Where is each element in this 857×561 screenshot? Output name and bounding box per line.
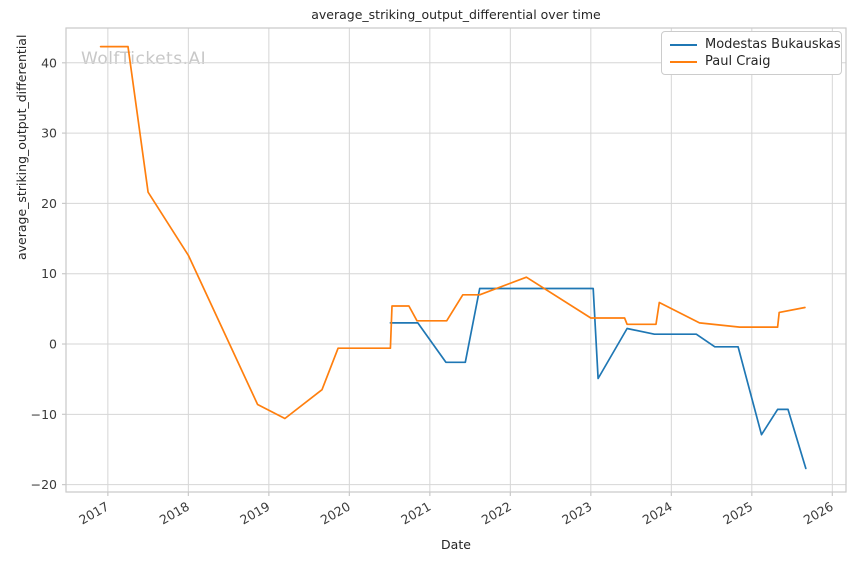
x-tick-label: 2023: [559, 499, 594, 528]
y-tick-label: −20: [31, 477, 57, 492]
x-tick-label: 2017: [76, 499, 111, 528]
legend-line-swatch: [670, 60, 697, 63]
x-tick-label: 2018: [157, 499, 192, 528]
y-tick-label: 0: [49, 337, 57, 352]
axis-spines: [65, 27, 847, 493]
legend-item-paul-craig: Paul Craig: [670, 53, 833, 70]
y-tick-label: 10: [41, 266, 57, 281]
x-axis-label: Date: [441, 537, 471, 552]
x-tick-label: 2019: [237, 499, 272, 528]
y-tick-label: −10: [31, 407, 57, 422]
legend: Modestas Bukauskas Paul Craig: [661, 31, 842, 75]
x-tick-label: 2026: [801, 499, 836, 528]
legend-line-swatch: [670, 43, 697, 46]
x-tick-label: 2021: [398, 499, 433, 528]
legend-item-label: Modestas Bukauskas: [705, 37, 841, 52]
x-tick-label: 2020: [318, 499, 353, 528]
series-line-paul-craig: [99, 45, 806, 420]
x-tick-label: 2025: [720, 499, 755, 528]
y-tick-label: 40: [41, 55, 57, 70]
y-tick-label: 20: [41, 196, 57, 211]
x-tick-label: 2022: [479, 499, 514, 528]
x-tick-label: 2024: [640, 499, 675, 528]
watermark: WolfTickets.AI: [81, 49, 207, 69]
figure-title: average_striking_output_differential ove…: [311, 7, 601, 22]
legend-item-label: Paul Craig: [705, 54, 771, 69]
series-line-modestas-bukauskas: [389, 287, 807, 470]
legend-item-modestas-bukauskas: Modestas Bukauskas: [670, 36, 841, 53]
y-tick-label: 30: [41, 126, 57, 141]
